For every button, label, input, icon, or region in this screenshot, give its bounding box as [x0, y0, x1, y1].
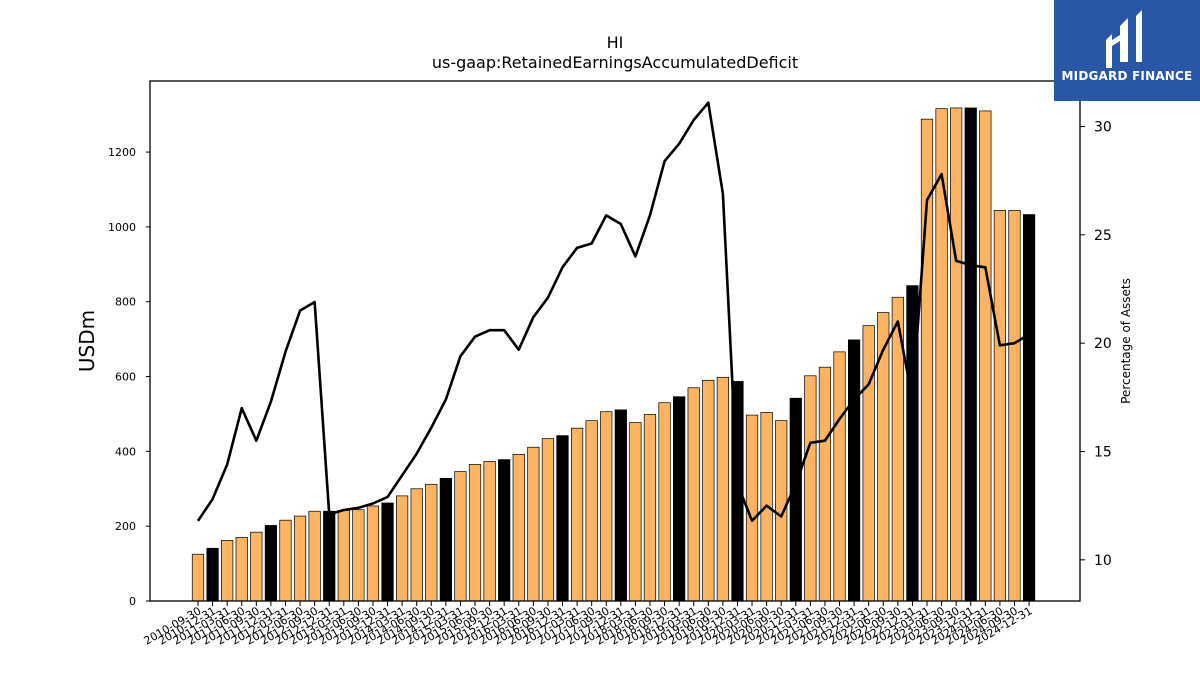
bar: [687, 387, 700, 602]
bar: [396, 495, 409, 602]
bar: [716, 376, 729, 602]
bar: [468, 464, 482, 602]
bar: [585, 420, 598, 602]
bar: [614, 409, 627, 602]
bar: [600, 411, 613, 602]
bar: [1008, 210, 1021, 602]
y-tick-label: 1000: [108, 221, 136, 234]
bar: [979, 110, 992, 602]
bar: [804, 375, 817, 602]
brand-logo: MIDGARD FINANCE: [1054, 0, 1200, 101]
bar: [964, 107, 977, 602]
bar: [483, 461, 496, 602]
bar: [337, 510, 350, 602]
bar: [673, 396, 686, 602]
bar: [308, 510, 321, 602]
bar: [570, 427, 584, 602]
bar: [221, 540, 234, 602]
bar: [381, 502, 394, 602]
percentage-line: [196, 101, 1030, 523]
brand-mark-icon: [1106, 10, 1142, 68]
y2-tick-label: 20: [1094, 336, 1112, 352]
bar: [352, 509, 365, 602]
y-tick-label: 1200: [108, 146, 136, 159]
bar: [818, 366, 832, 602]
y-tick-label: 800: [115, 296, 136, 309]
bar: [454, 471, 467, 602]
y-tick-label: 200: [115, 520, 136, 533]
bar: [425, 483, 438, 602]
bar: [702, 379, 715, 602]
bar: [643, 413, 657, 602]
y2-tick-label: 25: [1094, 228, 1112, 244]
line-series: [196, 101, 1030, 523]
bar: [658, 402, 671, 602]
bar: [293, 515, 307, 602]
y2-tick-label: 15: [1094, 445, 1112, 461]
bar: [206, 547, 219, 602]
bar: [833, 351, 846, 602]
bar: [439, 477, 452, 602]
bar: [264, 525, 277, 602]
y-tick-label: 600: [115, 371, 136, 384]
bar: [279, 519, 292, 602]
bar: [541, 438, 555, 602]
bar: [950, 107, 963, 602]
y-tick-label: 0: [129, 595, 136, 608]
bar: [629, 422, 642, 602]
y2-tick-label: 10: [1094, 553, 1112, 569]
bar: [410, 488, 423, 602]
bar: [366, 505, 380, 602]
bar: [789, 397, 802, 602]
y2-axis-label: Percentage of Assets: [1119, 278, 1133, 404]
bar: [498, 459, 511, 602]
plot-frame: [149, 80, 1081, 602]
bar: [775, 420, 788, 602]
bar: [527, 446, 540, 602]
bar: [191, 553, 205, 602]
y-tick-label: 400: [115, 445, 136, 458]
y2-tick-label: 30: [1094, 120, 1112, 136]
bar-series: [191, 107, 1036, 602]
bar: [235, 537, 248, 602]
bar: [556, 435, 569, 602]
bar: [512, 454, 525, 602]
bar: [847, 339, 861, 602]
bar: [1022, 214, 1036, 602]
y-axis-label: USDm: [75, 310, 99, 372]
brand-name: MIDGARD FINANCE: [1061, 69, 1193, 83]
chart-subtitle: us-gaap:RetainedEarningsAccumulatedDefic…: [432, 53, 798, 72]
bar: [862, 325, 875, 602]
bar: [323, 510, 336, 602]
bar: [250, 531, 263, 602]
chart-title: HI: [607, 33, 624, 52]
bar: [877, 312, 890, 602]
bar: [993, 210, 1007, 602]
